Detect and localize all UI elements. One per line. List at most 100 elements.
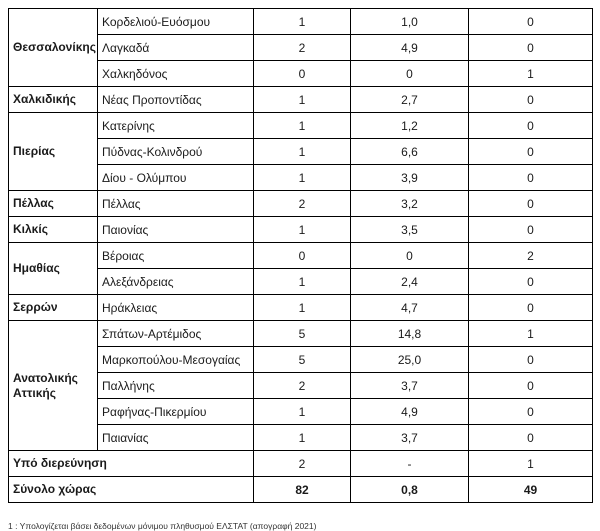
table-row: Κιλκίς Παιονίας 1 3,5 0 — [8, 216, 593, 243]
region-cell: Κιλκίς — [8, 216, 98, 243]
table-row: Χαλκιδικής Νέας Προποντίδας 1 2,7 0 — [8, 86, 593, 113]
incidence-cell: 3,2 — [350, 190, 469, 217]
cases-cell: 1 — [253, 112, 351, 139]
incidence-cell: 4,7 — [350, 294, 469, 321]
table-row: Παιανίας 1 3,7 0 — [9, 424, 593, 451]
municipality-cell: Ηράκλειας — [97, 294, 254, 321]
incidence-cell: 4,9 — [350, 34, 469, 61]
deaths-cell: 2 — [468, 242, 593, 269]
region-cell: Πέλλας — [8, 190, 98, 217]
municipality-cell: Κορδελιού-Ευόσμου — [97, 8, 254, 35]
summary-label-cell: Σύνολο χώρας — [8, 476, 254, 503]
incidence-cell: 1,2 — [350, 112, 469, 139]
municipality-cell: Δίου - Ολύμπου — [97, 164, 254, 191]
municipality-cell: Πύδνας-Κολινδρού — [97, 138, 254, 165]
deaths-cell: 0 — [468, 190, 593, 217]
cases-cell: 1 — [253, 424, 351, 451]
region-cell: Χαλκιδικής — [8, 86, 98, 113]
municipality-cell: Μαρκοπούλου-Μεσογαίας — [97, 346, 254, 373]
incidence-cell: 3,9 — [350, 164, 469, 191]
region-incidence-table: Θεσσαλονίκης Κορδελιού-Ευόσμου 1 1,0 0 Λαγκαδ… — [8, 8, 593, 503]
table-footnote: 1 : Υπολογίζεται βάσει δεδομένων μόνιμου… — [8, 521, 317, 531]
summary-label-cell: Υπό διερεύνηση — [8, 450, 254, 477]
table-row: Μαρκοπούλου-Μεσογαίας 5 25,0 0 — [9, 346, 593, 373]
incidence-cell: 2,4 — [350, 268, 469, 295]
table-row: Ανατολικής Αττικής Σπάτων-Αρτέμιδος 5 14,8 1 — [8, 320, 593, 451]
table-row: Θεσσαλονίκης Κορδελιού-Ευόσμου 1 1,0 0 — [8, 8, 593, 87]
cases-cell: 1 — [253, 216, 351, 243]
cases-cell: 1 — [253, 164, 351, 191]
table-row: Σερρών Ηράκλειας 1 4,7 0 — [8, 294, 593, 321]
incidence-cell: 3,5 — [350, 216, 469, 243]
municipality-cell: Νέας Προποντίδας — [97, 86, 254, 113]
cases-cell: 1 — [253, 294, 351, 321]
region-cell: Σερρών — [8, 294, 98, 321]
deaths-cell: 0 — [468, 398, 593, 425]
table-row: Ραφήνας-Πικερμίου 1 4,9 0 — [9, 398, 593, 425]
table-row: Παλλήνης 2 3,7 0 — [9, 372, 593, 399]
cases-cell: 0 — [253, 60, 351, 87]
deaths-cell: 0 — [468, 216, 593, 243]
municipality-cell: Αλεξάνδρειας — [97, 268, 254, 295]
cases-cell: 0 — [253, 242, 351, 269]
region-table-body: Θεσσαλονίκης Κορδελιού-Ευόσμου 1 1,0 0 Λαγκαδ… — [8, 8, 593, 503]
incidence-cell: 2,7 — [350, 86, 469, 113]
region-cell: Ημαθίας — [8, 242, 98, 295]
incidence-cell: 25,0 — [350, 346, 469, 373]
cases-cell: 2 — [253, 190, 351, 217]
deaths-cell: 0 — [468, 112, 593, 139]
region-cell: Θεσσαλονίκης — [8, 8, 98, 87]
deaths-cell: 0 — [468, 8, 593, 35]
table-row: Λαγκαδά 2 4,9 0 — [9, 34, 593, 61]
municipality-cell: Χαλκηδόνος — [97, 60, 254, 87]
municipality-cell: Βέροιας — [97, 242, 254, 269]
municipality-cell: Παιονίας — [97, 216, 254, 243]
deaths-cell: 0 — [468, 346, 593, 373]
cases-cell: 1 — [253, 398, 351, 425]
summary-deaths-cell: 49 — [468, 476, 593, 503]
table-row: Χαλκηδόνος 0 0 1 — [9, 60, 593, 87]
municipality-cell: Ραφήνας-Πικερμίου — [97, 398, 254, 425]
cases-cell: 1 — [253, 268, 351, 295]
municipality-cell: Λαγκαδά — [97, 34, 254, 61]
cases-cell: 2 — [253, 34, 351, 61]
deaths-cell: 0 — [468, 372, 593, 399]
municipality-cell: Παιανίας — [97, 424, 254, 451]
summary-cases-cell: 82 — [253, 476, 351, 503]
summary-incidence-cell: - — [350, 450, 469, 477]
incidence-cell: 3,7 — [350, 372, 469, 399]
deaths-cell: 1 — [468, 60, 593, 87]
summary-row: Υπό διερεύνηση 2-1 — [8, 450, 593, 477]
table-row: Πέλλας Πέλλας 2 3,2 0 — [8, 190, 593, 217]
deaths-cell: 0 — [468, 424, 593, 451]
cases-cell: 2 — [253, 372, 351, 399]
table-row: Ημαθίας Βέροιας 0 0 2 — [8, 242, 593, 295]
cases-cell: 1 — [253, 8, 351, 35]
region-table: Θεσσαλονίκης Κορδελιού-Ευόσμου 1 1,0 0 Λαγκαδ… — [8, 8, 593, 503]
summary-row: Σύνολο χώρας 82 0,8 49 — [8, 476, 593, 503]
cases-cell: 1 — [253, 86, 351, 113]
municipality-cell: Κατερίνης — [97, 112, 254, 139]
region-cell: Ανατολικής Αττικής — [8, 320, 98, 451]
deaths-cell: 0 — [468, 138, 593, 165]
incidence-cell: 4,9 — [350, 398, 469, 425]
table-row: Πιερίας Κατερίνης 1 1,2 0 — [8, 112, 593, 191]
incidence-cell: 14,8 — [350, 320, 469, 347]
municipality-cell: Πέλλας — [97, 190, 254, 217]
cases-cell: 1 — [253, 138, 351, 165]
incidence-cell: 0 — [350, 60, 469, 87]
cases-cell: 5 — [253, 346, 351, 373]
municipality-cell: Παλλήνης — [97, 372, 254, 399]
deaths-cell: 0 — [468, 86, 593, 113]
summary-cases-cell: 2 — [253, 450, 351, 477]
incidence-cell: 3,7 — [350, 424, 469, 451]
summary-deaths-cell: 1 — [468, 450, 593, 477]
deaths-cell: 0 — [468, 164, 593, 191]
deaths-cell: 0 — [468, 294, 593, 321]
cases-cell: 5 — [253, 320, 351, 347]
incidence-cell: 1,0 — [350, 8, 469, 35]
incidence-cell: 6,6 — [350, 138, 469, 165]
incidence-cell: 0 — [350, 242, 469, 269]
deaths-cell: 0 — [468, 268, 593, 295]
deaths-cell: 0 — [468, 34, 593, 61]
